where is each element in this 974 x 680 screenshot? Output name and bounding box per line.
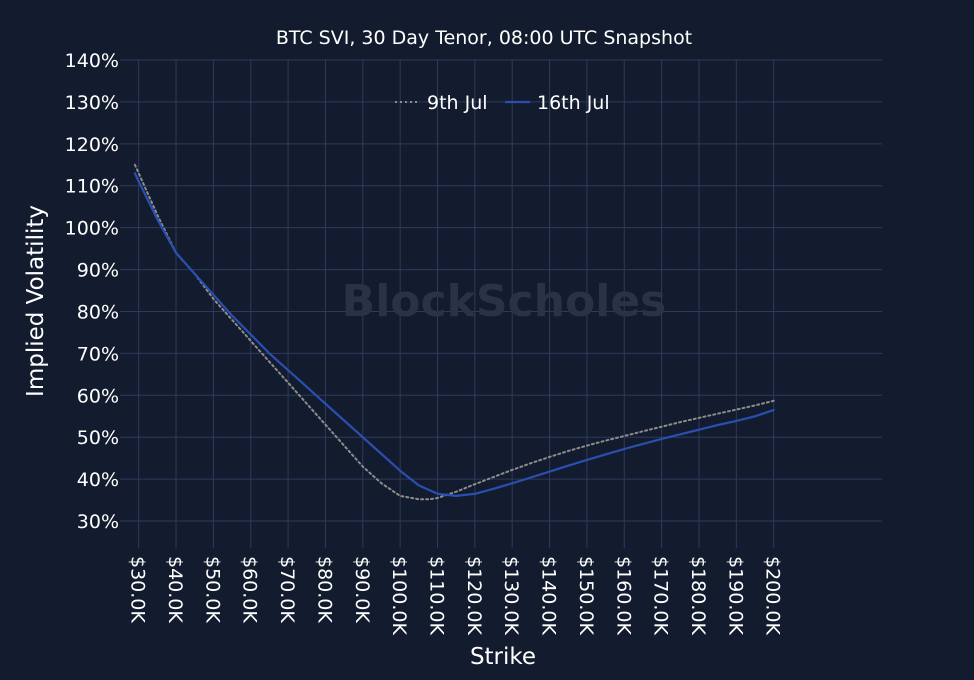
y-tick-label: 100% bbox=[65, 218, 119, 240]
grid bbox=[120, 59, 882, 548]
y-tick-label: 110% bbox=[65, 176, 119, 198]
x-tick-label: $180.0K bbox=[687, 556, 709, 635]
x-tick-label: $30.0K bbox=[127, 556, 149, 623]
y-axis-title: Implied Volatility bbox=[23, 205, 49, 397]
x-axis-title: Strike bbox=[470, 644, 536, 670]
legend: 9th Jul 16th Jul bbox=[395, 92, 610, 114]
y-tick-label: 140% bbox=[65, 50, 119, 72]
x-tick-label: $140.0K bbox=[538, 556, 560, 635]
y-tick-labels: 30% 40% 50% 60% 70% 80% 90% 100% 110% 120% 130% 140… bbox=[65, 50, 119, 533]
x-tick-label: $150.0K bbox=[575, 556, 597, 635]
x-tick-label: $80.0K bbox=[313, 556, 335, 623]
y-tick-label: 60% bbox=[77, 385, 119, 407]
x-tick-label: $50.0K bbox=[201, 556, 223, 623]
chart-title: BTC SVI, 30 Day Tenor, 08:00 UTC Snapsho… bbox=[276, 27, 692, 49]
x-tick-label: $190.0K bbox=[724, 556, 746, 635]
series-lines bbox=[133, 163, 775, 501]
y-tick-label: 130% bbox=[65, 92, 119, 114]
x-tick-label: $70.0K bbox=[276, 556, 298, 623]
y-tick-label: 40% bbox=[77, 469, 119, 491]
y-tick-label: 120% bbox=[65, 134, 119, 156]
x-tick-label: $120.0K bbox=[463, 556, 485, 635]
y-tick-label: 50% bbox=[77, 427, 119, 449]
x-tick-label: $130.0K bbox=[500, 556, 522, 635]
y-tick-label: 70% bbox=[77, 343, 119, 365]
x-tick-label: $110.0K bbox=[426, 556, 448, 635]
x-tick-label: $200.0K bbox=[762, 556, 784, 635]
series-line-16th-jul bbox=[133, 172, 775, 497]
x-tick-label: $90.0K bbox=[351, 556, 373, 623]
x-tick-label: $60.0K bbox=[239, 556, 261, 623]
x-tick-label: $160.0K bbox=[612, 556, 634, 635]
legend-label-9th-jul: 9th Jul bbox=[427, 92, 488, 114]
series-line-9th-jul bbox=[133, 163, 775, 501]
x-tick-label: $100.0K bbox=[388, 556, 410, 635]
x-tick-label: $40.0K bbox=[164, 556, 186, 623]
y-tick-label: 80% bbox=[77, 301, 119, 323]
watermark: BlockScholes bbox=[342, 276, 667, 327]
legend-label-16th-jul: 16th Jul bbox=[537, 92, 610, 114]
x-tick-labels: $30.0K $40.0K $50.0K $60.0K $70.0K $80.0K $90.… bbox=[127, 556, 784, 635]
y-tick-label: 90% bbox=[77, 260, 119, 282]
y-tick-label: 30% bbox=[77, 511, 119, 533]
x-tick-label: $170.0K bbox=[650, 556, 672, 635]
